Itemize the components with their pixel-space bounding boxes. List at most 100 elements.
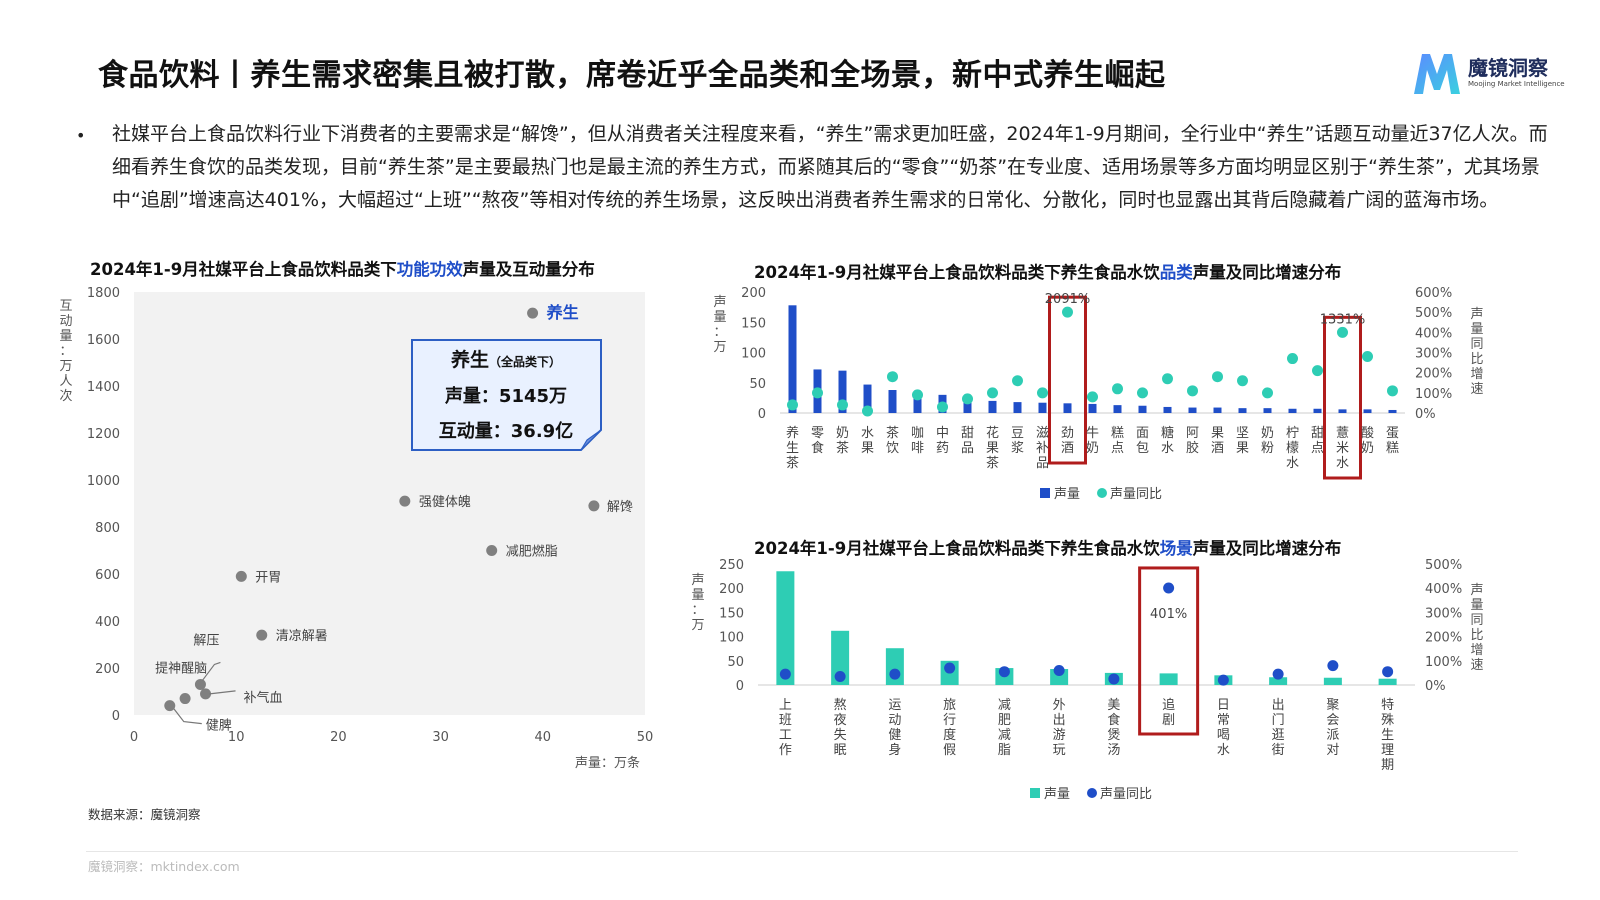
y-tick-label: 1600 [87, 333, 120, 348]
growth-dot [812, 387, 823, 399]
y2-tick-label: 200% [1425, 631, 1462, 646]
y-tick-label: 150 [741, 316, 766, 331]
point-label: 养生 [546, 303, 579, 322]
growth-dot [1272, 668, 1284, 680]
growth-dot [1037, 387, 1048, 399]
growth-dot [1327, 660, 1339, 672]
logo-tagline: Moojing Market Intelligence [1468, 80, 1565, 88]
bar [788, 305, 797, 413]
growth-dot [1382, 666, 1394, 678]
y2-tick-label: 200% [1415, 367, 1452, 382]
category-label: 蛋糕 [1386, 426, 1399, 456]
growth-dot [937, 401, 948, 413]
y-axis-label: 声量：万 [713, 295, 726, 355]
category-label: 养生茶 [786, 425, 799, 471]
bar [1388, 409, 1397, 413]
category-chart-title: 2024年1-9月社媒平台上食品饮料品类下养生食品水饮品类声量及同比增速分布 [754, 259, 1341, 283]
growth-dot [834, 671, 846, 683]
bar [1063, 403, 1072, 413]
x-tick-label: 10 [228, 730, 245, 745]
category-label: 阿胶 [1186, 426, 1199, 456]
growth-dot [1237, 375, 1248, 387]
category-label: 上班工作 [779, 698, 792, 758]
data-source: 数据来源：魔镜洞察 [88, 807, 201, 822]
y-tick-label: 1400 [87, 380, 120, 395]
bar [1313, 408, 1322, 413]
category-label: 酸奶 [1361, 426, 1374, 456]
legend-swatch [1040, 488, 1050, 498]
chart-title-part: 2024年1-9月社媒平台上食品饮料品类下养生食品水饮 [754, 263, 1160, 282]
bar [1013, 402, 1022, 413]
scatter-point [235, 570, 247, 582]
growth-dot [1187, 385, 1198, 397]
chart-title-highlight: 品类 [1159, 263, 1193, 282]
category-label: 日常喝水 [1217, 698, 1230, 758]
category-label: 面包 [1136, 426, 1149, 456]
chart-title-part: 2024年1-9月社媒平台上食品饮料品类下 [90, 260, 397, 279]
y-axis-label: 互动量：万人次 [59, 299, 72, 404]
y2-tick-label: 400% [1425, 582, 1462, 597]
category-label: 柠檬水 [1286, 426, 1299, 471]
category-label: 聚会派对 [1326, 698, 1339, 758]
bar [1113, 405, 1122, 413]
category-label: 茶饮 [886, 425, 899, 456]
y2-tick-label: 600% [1415, 286, 1452, 301]
scatter-point [527, 307, 539, 319]
bar [1338, 409, 1347, 413]
footer-divider [86, 851, 1518, 852]
growth-dot [944, 662, 956, 674]
chart-title-part: 声量及同比增速分布 [1192, 539, 1342, 558]
growth-dot [912, 389, 923, 401]
bar [838, 370, 847, 413]
bar [1213, 407, 1222, 413]
summary-paragraph: 社媒平台上食品饮料行业下消费者的主要需求是“解馋”，但从消费者关注程度来看，“养… [112, 123, 1548, 211]
growth-dot [987, 387, 998, 399]
y2-tick-label: 500% [1415, 306, 1452, 321]
growth-dot [889, 668, 901, 680]
category-label: 旅行度假 [943, 698, 956, 758]
brand-logo: 魔镜洞察 Moojing Market Intelligence [1410, 50, 1570, 98]
x-tick-label: 0 [130, 730, 138, 745]
bar [1238, 408, 1247, 413]
scatter-point [399, 495, 411, 507]
y-tick-label: 50 [727, 655, 744, 670]
growth-dot [1087, 391, 1098, 403]
y-tick-label: 400 [95, 615, 120, 630]
category-label: 牛奶 [1086, 426, 1099, 456]
logo-name: 魔镜洞察 [1468, 56, 1548, 80]
y-tick-label: 150 [719, 606, 744, 621]
y2-tick-label: 100% [1415, 387, 1452, 402]
y2-tick-label: 400% [1415, 326, 1452, 341]
y2-axis-label: 声量同比增速 [1470, 307, 1483, 397]
chart-title-part: 声量及互动量分布 [462, 260, 595, 279]
scatter-point [179, 693, 191, 705]
chart-title-highlight: 功能功效 [396, 260, 463, 279]
category-label: 运动健身 [888, 698, 901, 758]
category-label: 零食 [811, 426, 824, 456]
point-label: 减肥燃脂 [506, 544, 558, 560]
chart-title-part: 声量及同比增速分布 [1192, 263, 1342, 282]
bar [863, 384, 872, 413]
growth-dot [998, 666, 1010, 678]
category-label: 花果茶 [986, 425, 999, 471]
category-label: 糖水 [1161, 425, 1174, 456]
scatter-chart-title: 2024年1-9月社媒平台上食品饮料品类下功能功效声量及互动量分布 [90, 256, 595, 280]
leader-line [173, 708, 202, 725]
legend-label: 声量 [1054, 487, 1080, 502]
bar [1378, 678, 1397, 685]
category-label: 美食煲汤 [1107, 698, 1120, 758]
y2-tick-label: 0% [1425, 679, 1446, 694]
x-tick-label: 30 [432, 730, 449, 745]
x-tick-label: 40 [535, 730, 552, 745]
y-tick-label: 1000 [87, 474, 120, 489]
bar [1363, 409, 1372, 413]
x-axis-label: 声量：万条 [575, 755, 640, 771]
category-label: 特殊生理期 [1381, 698, 1394, 773]
category-label: 果酒 [1211, 426, 1224, 456]
point-label: 解压 [193, 633, 219, 648]
y-tick-label: 50 [749, 377, 766, 392]
bar [963, 397, 972, 413]
chart-title-part: 2024年1-9月社媒平台上食品饮料品类下养生食品水饮 [754, 539, 1160, 558]
bar [913, 393, 922, 413]
y-tick-label: 200 [741, 286, 766, 301]
